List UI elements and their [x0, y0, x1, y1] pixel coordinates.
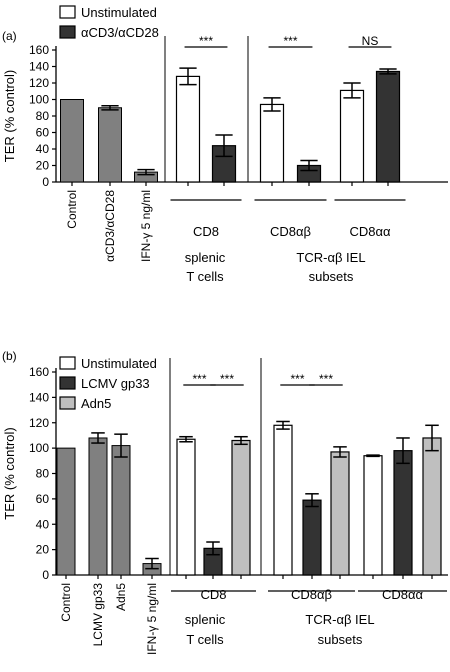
panel-a-control-bar: [60, 99, 84, 183]
panel-b-control-category-label: IFN-γ 5 ng/ml: [145, 583, 159, 655]
panel-a-group-label: CD8αβ: [270, 224, 311, 239]
panel-b-control-bar: [88, 437, 108, 576]
panel-b-group-label: CD8αβ: [291, 587, 332, 602]
panel-b-group-bar: [393, 450, 413, 576]
panel-a-legend-swatch: [59, 5, 76, 19]
panel-b-legend-swatch: [59, 356, 76, 370]
panel-b-legend-swatch: [59, 396, 76, 410]
panel-b-group-bar: [302, 499, 322, 576]
panel-a-y-tick-label: 20: [36, 159, 50, 173]
panel-a-legend-swatch: [59, 25, 76, 39]
panel-b-significance-label: ***: [290, 372, 304, 386]
panel-a-section-label: T cells: [186, 269, 224, 284]
panel-a-significance-label: ***: [283, 34, 297, 48]
panel-b-y-axis-title: TER (% control): [2, 427, 17, 519]
panel-b-significance-label: ***: [319, 372, 333, 386]
panel-a-legend-label: αCD3/αCD28: [81, 25, 159, 40]
panel-a-group-label: CD8αα: [349, 224, 391, 239]
panel-a-control-category-label: αCD3/αCD28: [103, 190, 117, 262]
panel-b-significance-label: ***: [220, 372, 234, 386]
panel-b-section-label: TCR-αβ IEL: [305, 612, 374, 627]
panel-b-legend-label: Adn5: [81, 396, 111, 411]
panel-b-control-category-label: Adn5: [114, 583, 128, 611]
panel-a-control-bar: [98, 107, 122, 183]
panel-a-y-tick-label: 80: [36, 109, 50, 123]
panel-b-control-bar: [56, 447, 76, 576]
panel-b-y-tick-label: 0: [42, 568, 49, 582]
panel-b-y-tick-label: 40: [36, 517, 50, 531]
panel-b-section-label: splenic: [185, 612, 226, 627]
panel-b-group-label: CD8αα: [382, 587, 424, 602]
panel-b-label: (b): [2, 349, 17, 363]
panel-a-significance-label: ***: [199, 34, 213, 48]
panel-b-section-label: subsets: [318, 632, 363, 647]
panel-a-significance-label: NS: [362, 34, 379, 48]
panel-a-group-bar: [375, 70, 401, 183]
panel-b-y-tick-label: 160: [29, 365, 49, 379]
panel-b-y-tick-label: 20: [36, 543, 50, 557]
panel-b-group-label: CD8: [200, 587, 226, 602]
panel-b-group-bar: [422, 437, 442, 576]
panel-a-group-bar: [175, 75, 201, 183]
panel-b-legend-label: LCMV gp33: [81, 376, 150, 391]
panel-a-y-tick-label: 40: [36, 142, 50, 156]
panel-a-label: (a): [2, 29, 17, 43]
panel-b-y-tick-label: 120: [29, 416, 49, 430]
panel-b-group-bar: [330, 451, 350, 576]
panel-b-y-tick-label: 140: [29, 390, 49, 404]
panel-b-group-bar: [273, 424, 293, 576]
panel-b-group-bar: [231, 439, 251, 576]
panel-a-group-label: CD8: [193, 224, 219, 239]
panel-a-section-label: TCR-αβ IEL: [296, 250, 365, 265]
panel-a-legend-label: Unstimulated: [81, 5, 157, 20]
panel-b-legend-label: Unstimulated: [81, 356, 157, 371]
panel-b-group-bar: [176, 438, 196, 576]
panel-a-section-label: splenic: [185, 250, 226, 265]
panel-b-significance-label: ***: [192, 372, 206, 386]
panel-b-group-bar: [363, 455, 383, 576]
panel-a-y-tick-label: 0: [42, 175, 49, 189]
panel-a-control-category-label: Control: [65, 190, 79, 229]
panel-a-y-tick-label: 60: [36, 126, 50, 140]
panel-a-y-tick-label: 100: [29, 93, 49, 107]
panel-b-legend-swatch: [59, 376, 76, 390]
panel-b-control-category-label: Control: [59, 583, 73, 622]
panel-a-y-tick-label: 160: [29, 43, 49, 57]
panel-a-group-bar: [259, 103, 285, 183]
panel-b-section-label: T cells: [186, 632, 224, 647]
panel-b-y-tick-label: 80: [36, 467, 50, 481]
panel-a-section-label: subsets: [309, 269, 354, 284]
panel-a-control-category-label: IFN-γ 5 ng/ml: [139, 190, 153, 262]
panel-a-group-bar: [339, 89, 365, 183]
panel-a-y-axis-title: TER (% control): [2, 70, 17, 162]
panel-b-y-tick-label: 100: [29, 441, 49, 455]
panel-b-control-category-label: LCMV gp33: [91, 583, 105, 647]
panel-a-y-tick-label: 120: [29, 76, 49, 90]
panel-b-y-tick-label: 60: [36, 492, 50, 506]
panel-b-control-bar: [111, 445, 131, 576]
panel-a-y-tick-label: 140: [29, 60, 49, 74]
